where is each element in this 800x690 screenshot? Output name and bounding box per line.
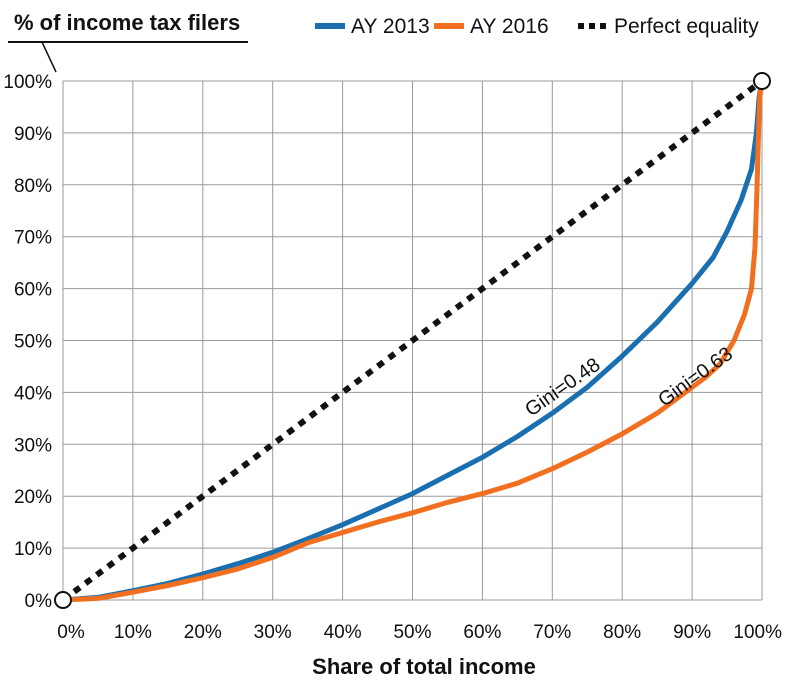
x-tick-label: 60% bbox=[463, 622, 501, 643]
legend-label: AY 2013 bbox=[351, 15, 430, 38]
y-tick-label: 60% bbox=[14, 280, 52, 301]
x-tick-label: 0% bbox=[57, 622, 85, 643]
y-tick-label: 100% bbox=[3, 72, 52, 93]
series-line-ay-2013 bbox=[60, 78, 765, 603]
y-tick-label: 20% bbox=[14, 487, 52, 508]
y-tick-label: 40% bbox=[14, 383, 52, 404]
x-axis-title: Share of total income bbox=[312, 654, 536, 679]
x-tick-label: 10% bbox=[114, 622, 152, 643]
y-tick-label: 70% bbox=[14, 228, 52, 249]
y-axis-title-pointer bbox=[41, 41, 57, 73]
x-axis-ticks: 0% 10% 20% 30% 40% 50% 60% 70% 80% 90% 100% bbox=[57, 622, 782, 643]
legend-label: AY 2016 bbox=[470, 15, 549, 38]
x-tick-label: 80% bbox=[603, 622, 641, 643]
y-axis-title: % of income tax filers bbox=[14, 10, 240, 35]
gini-annotation: Gini=0.63 bbox=[654, 343, 737, 411]
endpoint-marker bbox=[753, 72, 771, 90]
x-tick-label: 90% bbox=[673, 622, 711, 643]
y-tick-label: 10% bbox=[14, 539, 52, 560]
series-line-perfect-equality bbox=[61, 78, 764, 603]
legend-label: Perfect equality bbox=[614, 15, 759, 38]
series-lines bbox=[54, 72, 771, 609]
y-axis-ticks: 0% 10% 20% 30% 40% 50% 60% 70% 80% 90% 100% bbox=[3, 72, 52, 612]
x-tick-label: 100% bbox=[733, 622, 782, 643]
x-tick-label: 20% bbox=[184, 622, 222, 643]
x-tick-label: 30% bbox=[254, 622, 292, 643]
legend: AY 2013 AY 2016 Perfect equality bbox=[315, 15, 759, 38]
gini-annotation: Gini=0.48 bbox=[521, 354, 604, 421]
x-tick-label: 50% bbox=[393, 622, 431, 643]
y-tick-label: 80% bbox=[14, 176, 52, 197]
y-tick-label: 90% bbox=[14, 124, 52, 145]
y-tick-label: 0% bbox=[25, 591, 53, 612]
x-tick-label: 70% bbox=[533, 622, 571, 643]
y-tick-label: 30% bbox=[14, 435, 52, 456]
endpoint-marker bbox=[54, 591, 72, 609]
series-line-ay-2016 bbox=[60, 78, 765, 603]
x-tick-label: 40% bbox=[324, 622, 362, 643]
y-axis-title-group: % of income tax filers bbox=[8, 10, 248, 73]
y-tick-label: 50% bbox=[14, 332, 52, 353]
